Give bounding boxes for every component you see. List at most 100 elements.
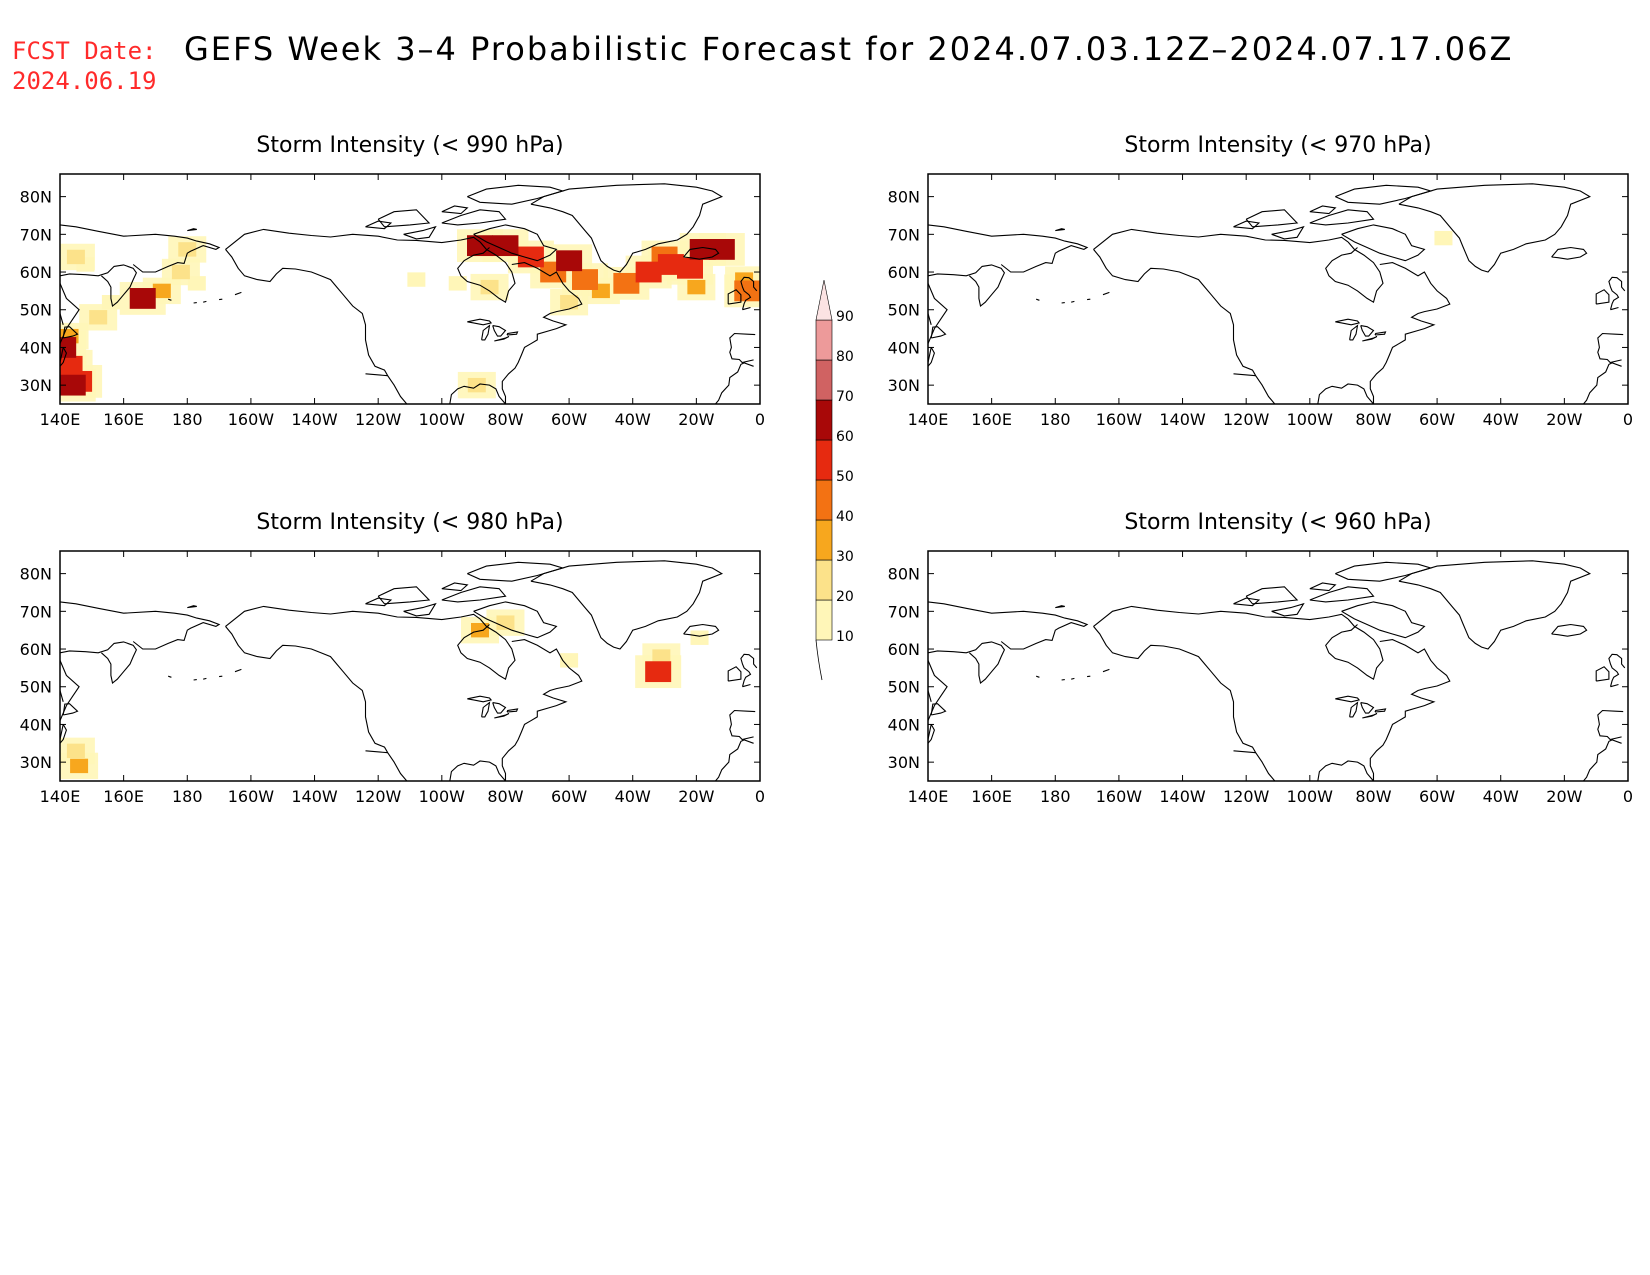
- colorbar-segment: [815, 519, 833, 561]
- coastline-path: [441, 205, 469, 215]
- page-title: GEFS Week 3–4 Probabilistic Forecast for…: [184, 30, 1514, 68]
- colorbar-label: 10: [836, 629, 854, 645]
- lat-label: 40N: [888, 338, 920, 357]
- lat-label: 30N: [20, 376, 52, 395]
- coastline-path: [928, 601, 1089, 650]
- coastline-path: [483, 334, 1624, 363]
- coastline-path: [683, 623, 720, 637]
- coastline-path: [168, 675, 172, 678]
- coastline-path: [1055, 605, 1065, 609]
- colorbar-label: 60: [836, 429, 854, 445]
- colorbar-label: 40: [836, 509, 854, 525]
- lon-label: 160E: [103, 787, 144, 806]
- coastline-path: [1309, 582, 1337, 592]
- probability-cell: [556, 250, 583, 272]
- forecast-date-label: FCST Date:: [12, 37, 157, 65]
- coastline-path: [530, 560, 724, 650]
- lon-label: 160W: [1096, 787, 1143, 806]
- panel-title: Storm Intensity (< 990 hPa): [256, 133, 563, 158]
- coastline-path: [441, 586, 507, 603]
- coastline-path: [467, 695, 493, 703]
- map-frame: [59, 550, 761, 782]
- coastline-path: [1582, 739, 1622, 781]
- coastline-path: [928, 282, 948, 344]
- coastline-path: [1349, 701, 1359, 718]
- lon-label: 140W: [1159, 410, 1206, 429]
- coastline-path: [1071, 300, 1075, 303]
- coastline-path: [1362, 712, 1378, 719]
- coastline-path: [60, 641, 138, 684]
- coastline-path: [727, 666, 742, 682]
- lat-label: 50N: [888, 678, 920, 697]
- lon-label: 120W: [355, 410, 402, 429]
- coastline-path: [1102, 291, 1110, 296]
- coastline-path: [928, 724, 935, 745]
- coastline-path: [1374, 708, 1387, 713]
- coastline-path: [481, 701, 491, 718]
- map-panel-3: Storm Intensity (< 980 hPa) 140E 160E 180 16…: [20, 510, 765, 806]
- coastline-path: [727, 289, 742, 305]
- coastline-path: [168, 298, 172, 301]
- coastline-path: [187, 228, 197, 232]
- probability-cell: [687, 279, 706, 295]
- coastline-path: [928, 659, 948, 721]
- coastline-path: [1309, 586, 1375, 603]
- lat-label: 50N: [20, 678, 52, 697]
- coastline-path: [234, 668, 242, 673]
- lon-label: 20W: [1546, 787, 1582, 806]
- coastline-path: [740, 653, 758, 688]
- coastline-path: [1317, 760, 1374, 781]
- coastline-path: [60, 282, 80, 344]
- lon-label: 40W: [615, 410, 651, 429]
- lat-label: 70N: [20, 225, 52, 244]
- probability-cell: [66, 743, 85, 759]
- lon-label: 140E: [40, 787, 81, 806]
- lon-label: 140E: [908, 787, 949, 806]
- coastline-path: [1325, 241, 1384, 304]
- probability-cell: [178, 242, 197, 257]
- lon-label: 180: [172, 787, 203, 806]
- probability-cell: [677, 257, 703, 279]
- lon-label: 100W: [1287, 787, 1334, 806]
- coastline-path: [483, 711, 1624, 740]
- coastline-path: [234, 291, 242, 296]
- colorbar-label: 30: [836, 549, 854, 565]
- coastline-path: [1335, 695, 1361, 703]
- probability-cell: [560, 294, 579, 310]
- coastline-path: [740, 276, 758, 311]
- coastline-path: [62, 326, 79, 339]
- coastlines: [483, 183, 1625, 404]
- lon-label: 20W: [678, 787, 714, 806]
- probability-cell: [66, 249, 85, 265]
- coastlines: [0, 183, 758, 404]
- coastline-path: [1374, 331, 1387, 336]
- coastline-path: [1093, 626, 1276, 781]
- coastline-path: [0, 334, 755, 363]
- lat-label: 80N: [20, 188, 52, 207]
- probability-cell: [60, 374, 86, 396]
- coastline-path: [60, 347, 67, 368]
- coastline-path: [225, 605, 481, 627]
- lat-label: 40N: [20, 338, 52, 357]
- map-frame: [59, 173, 761, 405]
- coastline-path: [501, 262, 583, 404]
- probability-cell: [152, 283, 171, 299]
- lat-label: 80N: [20, 565, 52, 584]
- probability-cell: [1434, 230, 1453, 246]
- coastline-path: [377, 586, 431, 605]
- coastline-path: [930, 326, 947, 339]
- coastline-path: [1102, 668, 1110, 673]
- probability-cell: [101, 294, 120, 310]
- probability-cell: [572, 269, 598, 290]
- panel-title: Storm Intensity (< 960 hPa): [1124, 510, 1431, 535]
- coastline-path: [365, 597, 393, 607]
- colorbar-bottom-arrow: [815, 639, 823, 681]
- coastline-path: [60, 224, 221, 273]
- coastline-path: [187, 605, 197, 609]
- coastline-path: [494, 712, 510, 719]
- coastline-path: [1309, 209, 1375, 226]
- lon-label: 40W: [1483, 410, 1519, 429]
- lon-label: 140E: [908, 410, 949, 429]
- lon-label: 20W: [678, 410, 714, 429]
